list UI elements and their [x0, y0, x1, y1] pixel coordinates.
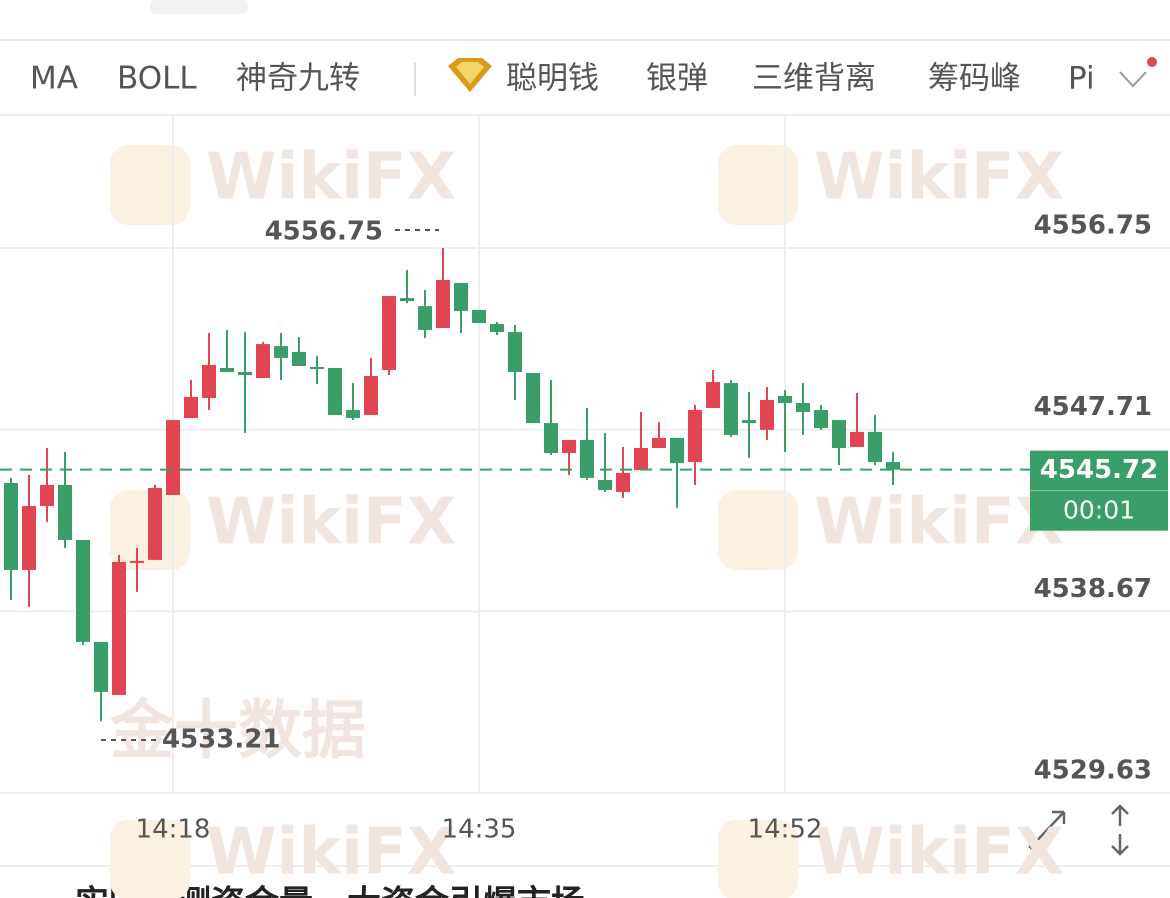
x-tick-label: 14:35	[442, 815, 517, 845]
watermark-logo	[110, 820, 190, 898]
candle-body	[76, 540, 90, 642]
candle-body	[796, 402, 810, 413]
candle-body	[256, 344, 270, 379]
footer-headline: 实时监测资金量，大资金引爆市场	[75, 884, 585, 898]
candle-body	[526, 373, 540, 424]
watermark-logo	[718, 820, 798, 898]
candle-body	[472, 309, 486, 323]
indicator-tab[interactable]: Pi	[1068, 61, 1095, 97]
candle-body	[310, 366, 324, 369]
watermark: WikiFX	[814, 486, 1064, 560]
indicator-tab[interactable]: 神奇九转	[236, 61, 360, 97]
candle-body	[706, 382, 720, 408]
countdown-label: 00:01	[1063, 496, 1135, 525]
y-tick-label: 4547.71	[1034, 392, 1152, 422]
candle-body	[148, 487, 162, 560]
candle-body	[688, 409, 702, 463]
candle-body	[868, 431, 882, 463]
y-tick-label: 4538.67	[1034, 574, 1152, 604]
candle-body	[418, 306, 432, 331]
fullscreen-icon[interactable]	[1028, 810, 1066, 850]
watermark-logo	[110, 145, 190, 225]
candle-body	[508, 332, 522, 373]
candle-body	[598, 479, 612, 490]
candle-body	[616, 472, 630, 492]
candle-body	[670, 437, 684, 464]
candle-body	[202, 364, 216, 398]
candle-body	[220, 367, 234, 373]
candle-body	[724, 383, 738, 435]
candle-body	[346, 409, 360, 419]
candle-body	[580, 439, 594, 478]
watermark-logo	[718, 490, 798, 570]
candle-body	[130, 560, 144, 563]
candle-body	[436, 279, 450, 329]
candle-body	[58, 484, 72, 541]
notification-dot	[1147, 57, 1157, 67]
status-pill	[150, 0, 248, 14]
candle-body	[184, 396, 198, 419]
candle-body	[562, 439, 576, 453]
candle-body	[544, 423, 558, 453]
candle-body	[22, 506, 36, 570]
indicator-tab[interactable]: 三维背离	[752, 61, 876, 97]
indicator-tab[interactable]: 银弹	[646, 61, 708, 97]
watermark: WikiFX	[814, 141, 1064, 215]
x-tick-label: 14:18	[136, 815, 211, 845]
candle-body	[778, 395, 792, 403]
y-tick-label: 4529.63	[1034, 756, 1152, 786]
candle-body	[274, 346, 288, 358]
candle-body	[328, 367, 342, 416]
switch-icon[interactable]	[1111, 804, 1129, 856]
candle-body	[814, 409, 828, 429]
watermark: WikiFX	[206, 486, 456, 560]
watermark-logo	[718, 145, 798, 225]
indicator-tab[interactable]: MA	[30, 61, 78, 97]
watermark: WikiFX	[206, 816, 456, 890]
candle-body	[760, 399, 774, 430]
candle-body	[364, 376, 378, 416]
candle-body	[652, 437, 666, 448]
candle-body	[400, 298, 414, 302]
candle-body	[94, 641, 108, 692]
candle-body	[490, 323, 504, 333]
candle-body	[850, 431, 864, 447]
smart-money-icon	[448, 58, 492, 92]
candle-body	[742, 420, 756, 424]
candle-body	[454, 282, 468, 311]
low-annotation: 4533.21	[162, 725, 280, 755]
indicator-tab[interactable]: 聪明钱	[506, 61, 599, 97]
candle-body	[40, 484, 54, 507]
watermark: WikiFX	[814, 816, 1064, 890]
indicator-tab[interactable]: 筹码峰	[928, 61, 1021, 97]
indicator-tab[interactable]: BOLL	[117, 61, 197, 97]
last-price-label: 4545.72	[1040, 455, 1158, 485]
high-annotation: 4556.75	[265, 217, 383, 247]
candle-body	[382, 296, 396, 371]
last-price-box	[1030, 450, 1168, 531]
dropdown-chevron[interactable]	[1119, 71, 1147, 88]
watermark: 金十数据	[109, 695, 366, 769]
candle-body	[238, 372, 252, 376]
candle-body	[634, 447, 648, 471]
candle-body	[832, 420, 846, 448]
candle-body	[112, 561, 126, 695]
x-tick-label: 14:52	[748, 815, 823, 845]
y-tick-label: 4556.75	[1034, 211, 1152, 241]
candle-body	[166, 420, 180, 495]
candle-body	[292, 351, 306, 366]
candle-body	[886, 462, 900, 470]
watermark: WikiFX	[206, 141, 456, 215]
candle-body	[4, 482, 18, 570]
